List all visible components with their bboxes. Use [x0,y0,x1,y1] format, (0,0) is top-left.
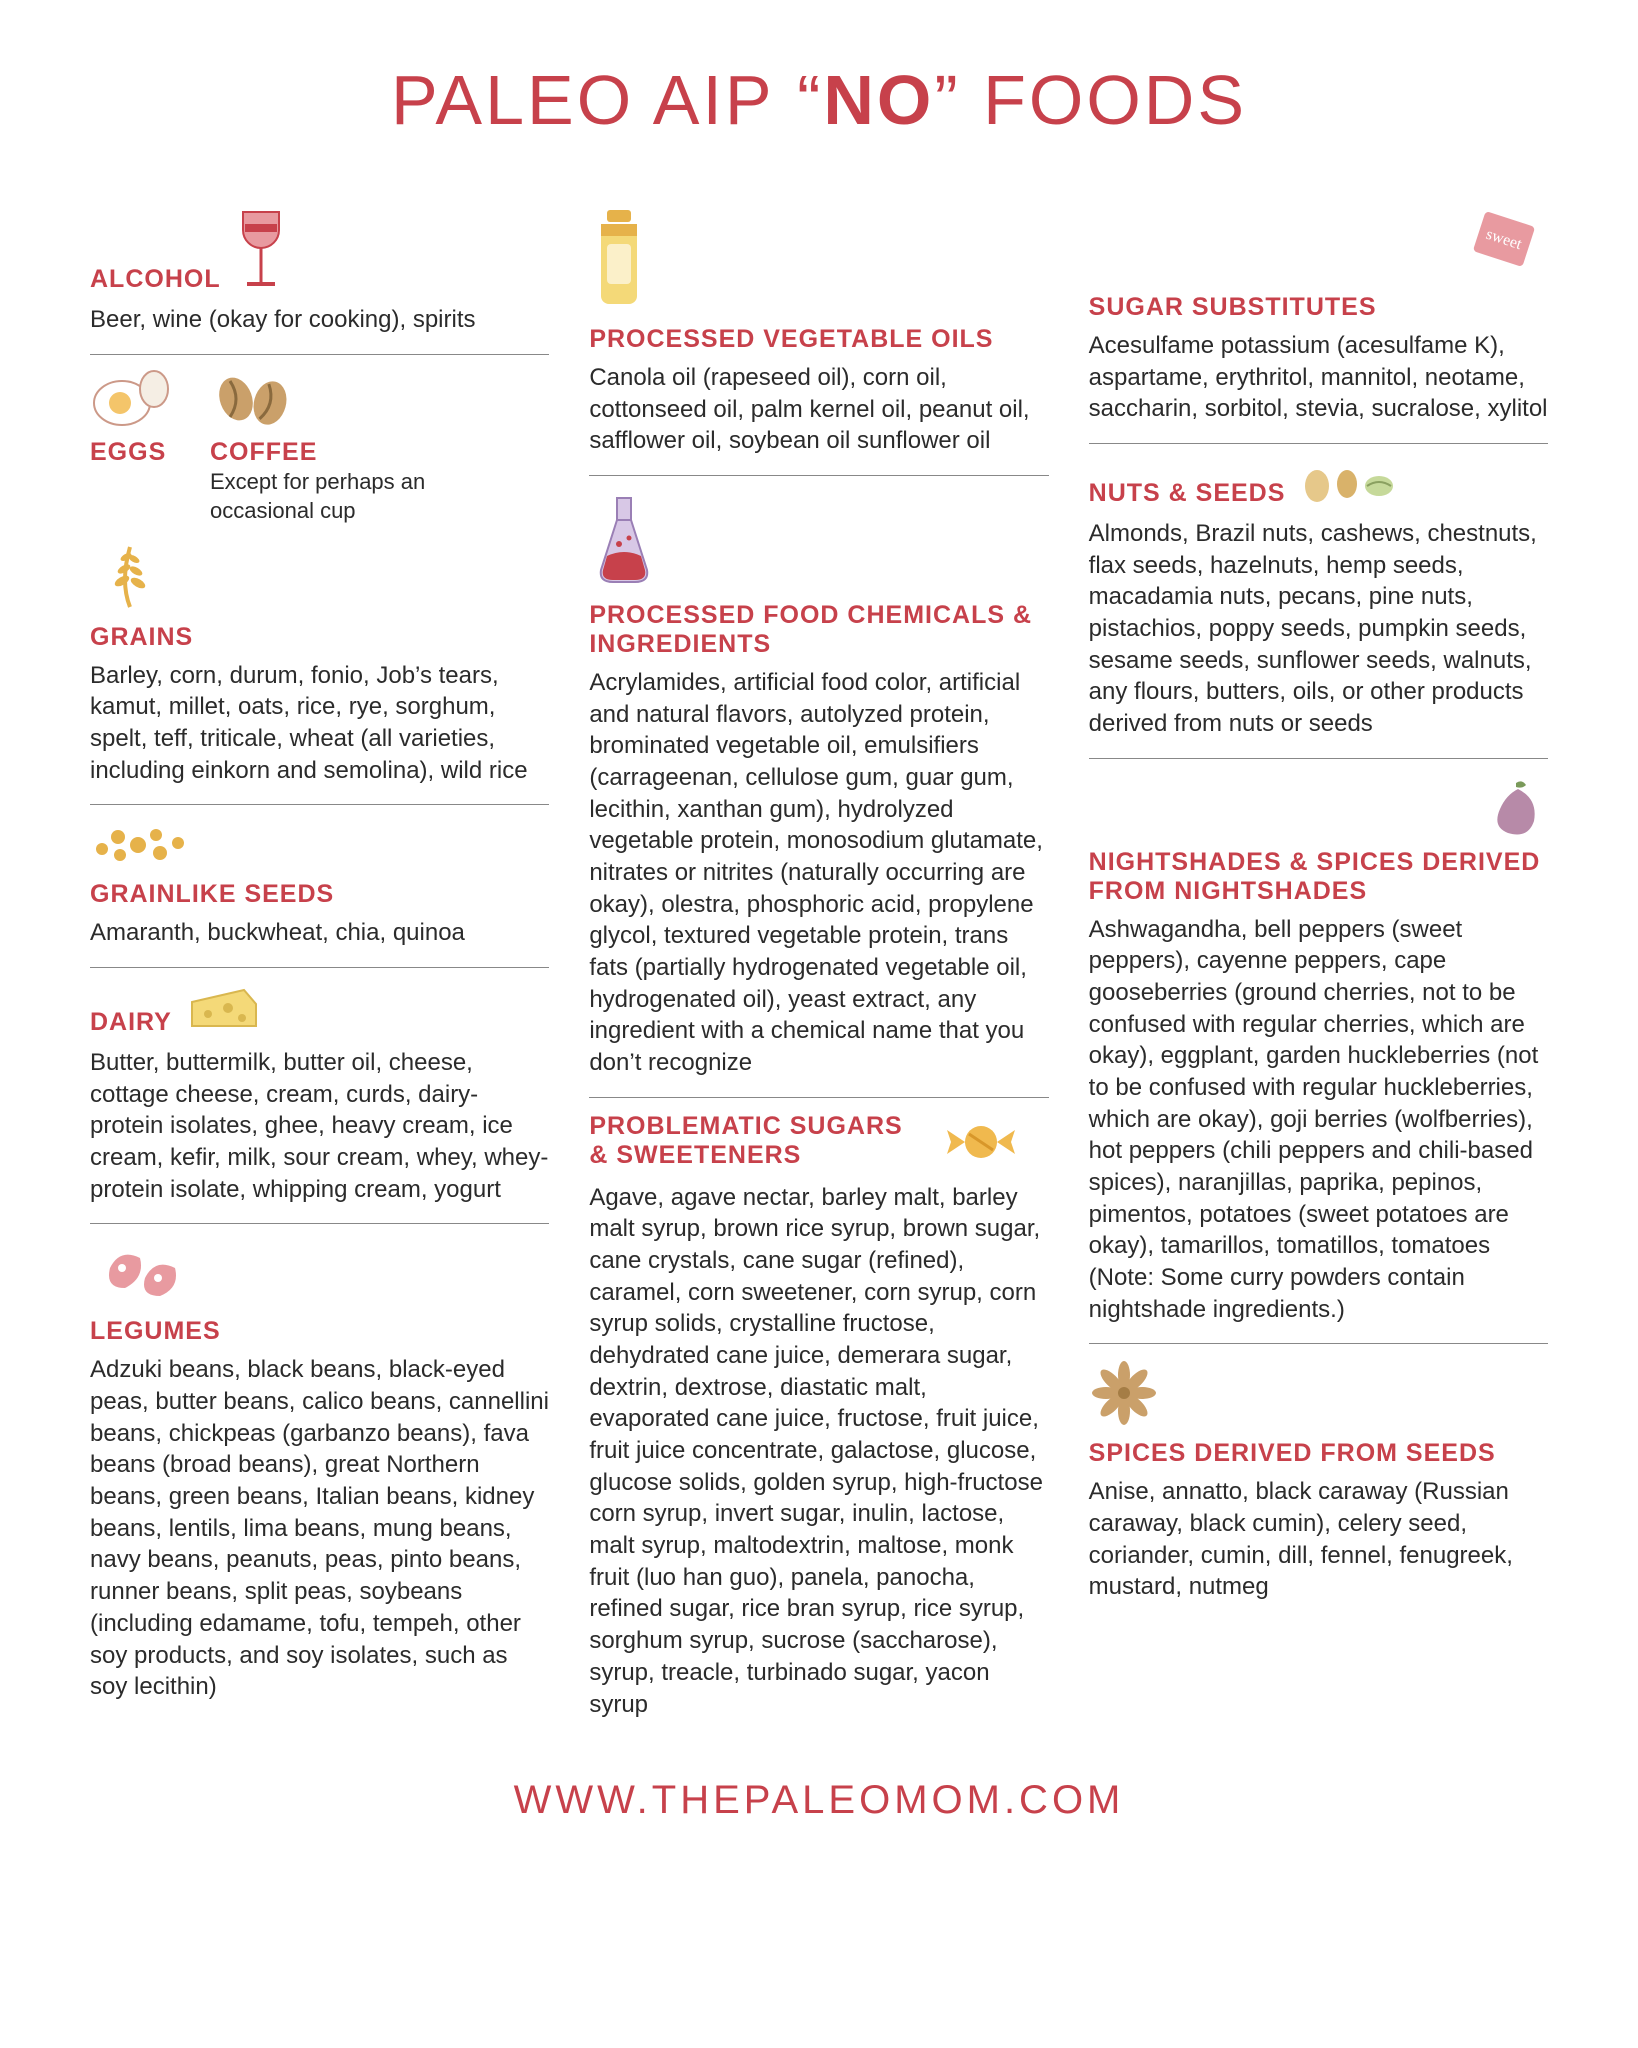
heading-grainlike: GRAINLIKE SEEDS [90,880,549,909]
section-sugars: PROBLEMATIC SUGARS & SWEETENERS Agave, a… [589,1098,1048,1738]
wheat-icon [90,537,170,617]
heading-seed-spices: SPICES DERIVED FROM SEEDS [1089,1439,1548,1468]
cheese-icon [184,982,264,1037]
star-anise-icon [1089,1358,1159,1428]
body-grains: Barley, corn, durum, fonio, Job’s tears,… [90,660,549,787]
body-oils: Canola oil (rapeseed oil), corn oil, cot… [589,362,1048,457]
section-eggs-coffee-grains: EGGS COFFEE Except for perhaps an occasi… [90,355,549,806]
heading-nuts: NUTS & SEEDS [1089,479,1286,508]
section-alcohol: ALCOHOL Beer, wine (okay for cooking), s… [90,190,549,355]
sub-coffee: COFFEE Except for perhaps an occasional … [210,369,460,525]
body-alcohol: Beer, wine (okay for cooking), spirits [90,304,549,336]
section-seed-spices: SPICES DERIVED FROM SEEDS Anise, annatto… [1089,1344,1548,1621]
beans-icon [90,1238,200,1308]
heading-sugar-subs: SUGAR SUBSTITUTES [1089,293,1548,322]
body-sugar-subs: Acesulfame potassium (acesulfame K), asp… [1089,330,1548,425]
title-post: FOODS [961,61,1247,139]
nuts-icon [1297,458,1407,508]
heading-nightshades: NIGHTSHADES & SPICES DERIVED FROM NIGHTS… [1089,848,1548,906]
sweet-packet-icon: sweet [1458,204,1548,284]
section-nightshades: NIGHTSHADES & SPICES DERIVED FROM NIGHTS… [1089,759,1548,1345]
columns-wrapper: ALCOHOL Beer, wine (okay for cooking), s… [90,190,1548,1738]
heading-legumes: LEGUMES [90,1317,549,1346]
section-legumes: LEGUMES Adzuki beans, black beans, black… [90,1224,549,1720]
heading-oils: PROCESSED VEGETABLE OILS [589,325,1048,354]
body-grainlike: Amaranth, buckwheat, chia, quinoa [90,917,549,949]
heading-sugars: PROBLEMATIC SUGARS & SWEETENERS [589,1112,929,1170]
column-3: sweet SUGAR SUBSTITUTES Acesulfame potas… [1089,190,1548,1738]
column-2: PROCESSED VEGETABLE OILS Canola oil (rap… [589,190,1048,1738]
section-chemicals: PROCESSED FOOD CHEMICALS & INGREDIENTS A… [589,476,1048,1098]
body-dairy: Butter, buttermilk, butter oil, cheese, … [90,1047,549,1205]
body-legumes: Adzuki beans, black beans, black-eyed pe… [90,1354,549,1702]
column-1: ALCOHOL Beer, wine (okay for cooking), s… [90,190,549,1738]
coffee-beans-icon [210,369,300,429]
heading-alcohol: ALCOHOL [90,265,221,294]
section-sugar-subs: sweet SUGAR SUBSTITUTES Acesulfame potas… [1089,190,1548,444]
title-emph: NO [823,61,934,139]
wine-glass-icon [233,204,289,294]
sub-eggs: EGGS [90,369,180,467]
title-quote-close: ” [934,61,960,139]
flask-icon [589,490,659,590]
section-dairy: DAIRY Butter, buttermilk, butter oil, ch… [90,968,549,1224]
heading-chemicals: PROCESSED FOOD CHEMICALS & INGREDIENTS [589,601,1048,659]
heading-eggs: EGGS [90,438,180,467]
body-seed-spices: Anise, annatto, black caraway (Russian c… [1089,1476,1548,1603]
eggs-icon [90,369,180,429]
heading-dairy: DAIRY [90,1008,172,1037]
body-chemicals: Acrylamides, artificial food color, arti… [589,667,1048,1079]
body-coffee: Except for perhaps an occasional cup [210,467,460,525]
section-oils: PROCESSED VEGETABLE OILS Canola oil (rap… [589,190,1048,476]
body-sugars: Agave, agave nectar, barley malt, barley… [589,1182,1048,1720]
title-quote-open: “ [797,61,823,139]
body-nuts: Almonds, Brazil nuts, cashews, chestnuts… [1089,518,1548,740]
section-nuts: NUTS & SEEDS Almonds, Brazil nuts, cashe… [1089,444,1548,759]
oil-bottle-icon [589,204,649,314]
page-title: PALEO AIP “NO” FOODS [90,60,1548,140]
eggplant-icon [1478,773,1548,843]
body-nightshades: Ashwagandha, bell peppers (sweet peppers… [1089,914,1548,1326]
heading-coffee: COFFEE [210,438,460,467]
section-grainlike: GRAINLIKE SEEDS Amaranth, buckwheat, chi… [90,805,549,968]
seeds-dots-icon [90,819,200,869]
footer-url: WWW.THEPALEOMOM.COM [90,1778,1548,1823]
heading-grains: GRAINS [90,623,549,652]
title-pre: PALEO AIP [391,61,775,139]
candy-icon [941,1112,1021,1172]
